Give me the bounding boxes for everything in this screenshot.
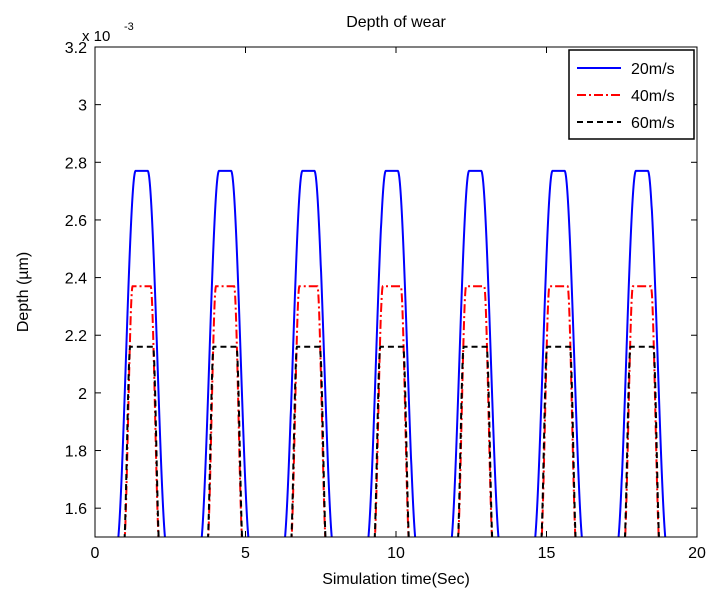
x-tick-label: 10 xyxy=(387,545,405,562)
y-tick-label: 1.6 xyxy=(65,501,87,518)
x-axis-label: Simulation time(Sec) xyxy=(322,571,470,588)
legend: 20m/s 40m/s 60m/s xyxy=(568,49,695,140)
series-line xyxy=(123,285,660,537)
y-exponent-power: -3 xyxy=(124,21,134,33)
series-layer xyxy=(117,169,667,537)
series-line xyxy=(117,169,667,537)
y-tick-label: 2.4 xyxy=(65,271,87,288)
x-tick-label: 5 xyxy=(241,545,250,562)
x-tick-label: 15 xyxy=(538,545,556,562)
y-tick-label: 2 xyxy=(78,386,87,403)
ticks-layer: 0 5 10 15 20 1.6 1.8 2 2.2 2.4 2.6 2.8 3 3.2 xyxy=(65,40,706,562)
x-tick-label: 20 xyxy=(688,545,706,562)
chart-title: Depth of wear xyxy=(346,14,446,31)
y-axis-label: Depth (µm) xyxy=(15,252,32,332)
y-tick-label: 1.8 xyxy=(65,444,87,461)
y-tick-label: 2.8 xyxy=(65,155,87,172)
y-tick-label: 3 xyxy=(78,98,87,115)
legend-label: 40m/s xyxy=(631,88,675,105)
y-tick-label: 2.6 xyxy=(65,213,87,230)
y-tick-label: 2.2 xyxy=(65,328,87,345)
x-tick-label: 0 xyxy=(91,545,100,562)
legend-label: 20m/s xyxy=(631,61,675,78)
plot-frame xyxy=(94,46,698,538)
legend-label: 60m/s xyxy=(631,115,675,132)
series-line xyxy=(123,345,660,537)
y-exponent-base: x 10 xyxy=(82,28,110,45)
y-tick-label: 3.2 xyxy=(65,40,87,57)
